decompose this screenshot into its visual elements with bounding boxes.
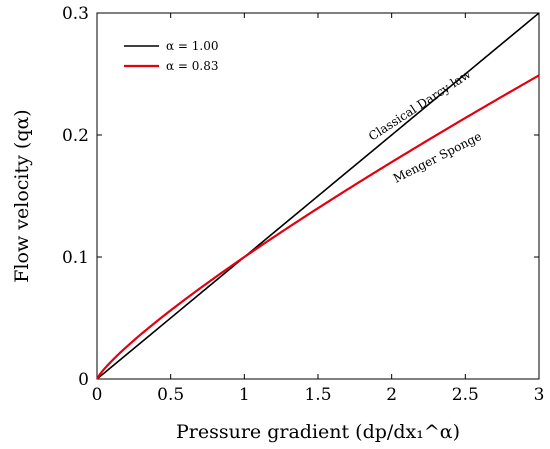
x-tick-label: 2	[386, 385, 397, 405]
series-line-alpha-1-00	[96, 12, 540, 380]
annotation-classical-darcy-law: Classical Darcy law	[366, 67, 474, 144]
series-layer	[96, 12, 540, 380]
x-tick-label: 0	[92, 385, 103, 405]
y-axis-title: Flow velocity (qα)	[11, 109, 33, 282]
x-tick-label: 0.5	[157, 385, 184, 405]
legend-label-alpha-1-00: α = 1.00	[166, 39, 219, 53]
x-tick-label: 1	[239, 385, 250, 405]
x-tick-label: 3	[534, 385, 545, 405]
axis-ticks: 0 0.5 1 1.5 2 2.5 3 0 0.1 0.2 0.3	[62, 4, 544, 405]
x-tick-label: 2.5	[452, 385, 479, 405]
legend-label-alpha-0-83: α = 0.83	[166, 59, 219, 73]
x-tick-label: 1.5	[304, 385, 331, 405]
legend: α = 1.00 α = 0.83	[124, 39, 219, 73]
annotation-menger-sponge: Menger Sponge	[391, 129, 484, 186]
series-line-alpha-0-83	[96, 74, 540, 380]
y-tick-label: 0.2	[62, 126, 89, 146]
y-tick-label: 0.3	[62, 4, 89, 24]
y-tick-label: 0	[78, 370, 89, 390]
x-axis-title: Pressure gradient (dp/dx₁^α)	[176, 421, 460, 443]
y-tick-label: 0.1	[62, 248, 89, 268]
